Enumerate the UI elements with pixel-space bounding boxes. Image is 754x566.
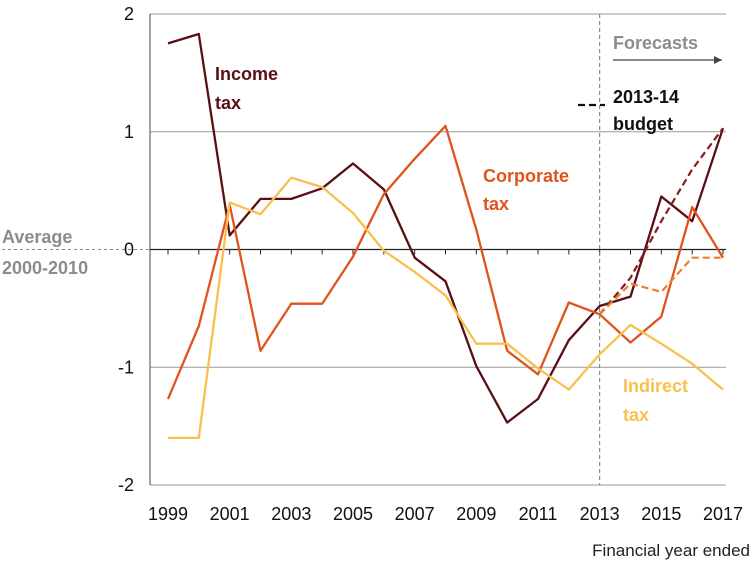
forecast-marker: Forecasts — [599, 14, 722, 485]
series-line — [168, 176, 724, 440]
series-lines — [166, 32, 725, 440]
x-axis-label: Financial year ended — [592, 541, 750, 560]
x-tick-label: 2017 — [703, 504, 743, 524]
budget-line — [598, 256, 723, 316]
forecast-arrow-head — [714, 56, 722, 64]
budget-legend-label: 2013-14 — [613, 87, 679, 107]
series-labels: Average 2000-2010 Income tax Corporate tax Ind… — [2, 64, 688, 425]
y-tick-labels: 2 1 0 -1 -2 — [118, 4, 134, 495]
series-label: tax — [215, 93, 241, 113]
series-line — [167, 32, 725, 424]
y-tick-label: -2 — [118, 475, 134, 495]
series-label: tax — [623, 405, 649, 425]
x-tick-label: 2013 — [580, 504, 620, 524]
x-tick-label: 2001 — [210, 504, 250, 524]
budget-line — [598, 127, 724, 316]
y-tick-label: 0 — [124, 240, 134, 260]
y-tick-label: 2 — [124, 4, 134, 24]
budget-legend-label: budget — [613, 114, 673, 134]
x-tick-label: 2015 — [641, 504, 681, 524]
series-line — [166, 124, 724, 400]
series-label: Indirect — [623, 376, 688, 396]
series-label: Income — [215, 64, 278, 84]
series-label: Corporate — [483, 166, 569, 186]
x-tick-label: 1999 — [148, 504, 188, 524]
axes — [2, 14, 726, 485]
x-tick-labels: 1999 2001 2003 2005 2007 2009 2011 2013 2015 2017 — [148, 504, 743, 524]
x-tick-label: 2005 — [333, 504, 373, 524]
series-label: tax — [483, 194, 509, 214]
grid-lines — [150, 13, 726, 486]
x-tick-label: 2007 — [395, 504, 435, 524]
y-tick-label: 1 — [124, 122, 134, 142]
x-tick-label: 2003 — [271, 504, 311, 524]
reference-line-label: 2000-2010 — [2, 258, 88, 278]
forecast-label: Forecasts — [613, 33, 698, 53]
y-tick-label: -1 — [118, 357, 134, 377]
x-tick-label: 2009 — [456, 504, 496, 524]
reference-line-label: Average — [2, 227, 72, 247]
x-tick-label: 2011 — [519, 504, 558, 524]
